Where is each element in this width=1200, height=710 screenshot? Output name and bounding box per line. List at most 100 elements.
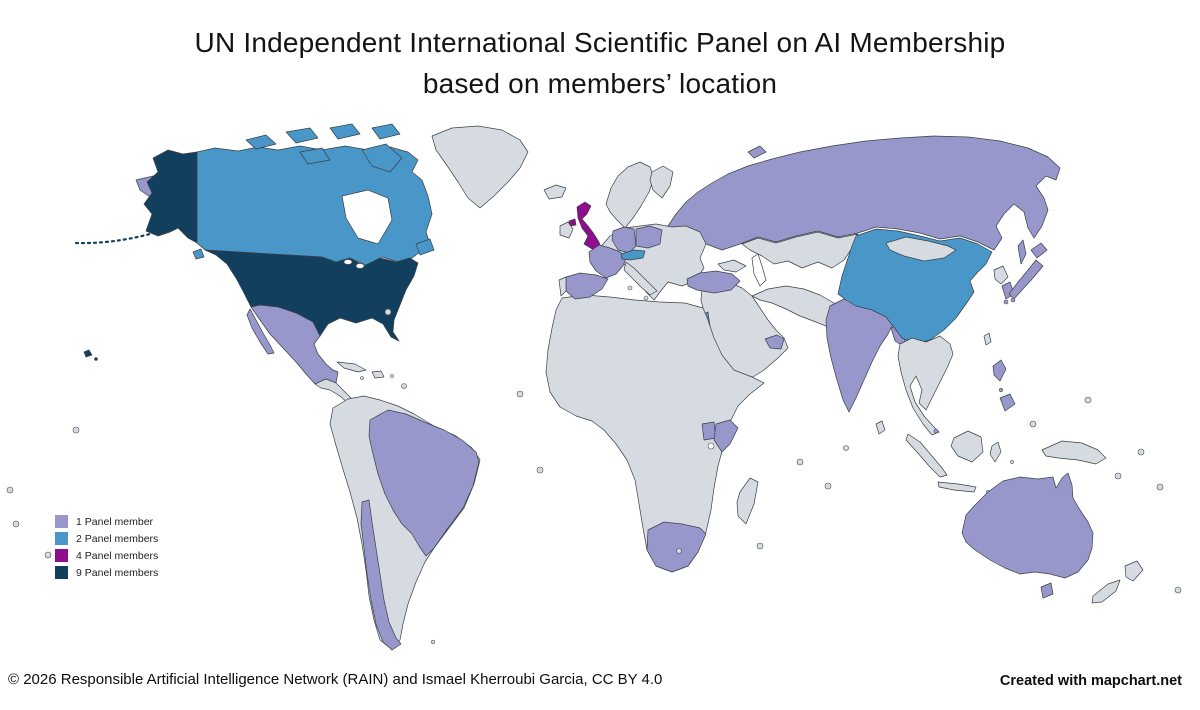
country-portugal — [558, 276, 567, 297]
great-lake-1 — [343, 259, 353, 265]
country-germany — [611, 226, 637, 254]
country-iceland — [543, 184, 567, 200]
title-line-1: UN Independent International Scientific … — [194, 27, 1006, 58]
usa-hawaii-islet — [94, 357, 98, 361]
legend-label-4: 4 Panel members — [76, 549, 159, 562]
newfoundland-island — [415, 238, 435, 256]
moluccas-island — [1010, 460, 1014, 464]
caspian-sea — [751, 253, 767, 287]
legend-item-1-member: 1 Panel member — [55, 515, 158, 528]
country-south-africa — [646, 521, 707, 573]
canada-arctic-island-2 — [285, 127, 319, 144]
falkland-islands — [430, 639, 436, 645]
japan-hokkaido — [1030, 242, 1048, 259]
new-zealand-north-island — [1124, 560, 1144, 582]
map-title: UN Independent International Scientific … — [0, 22, 1200, 104]
country-singapore — [933, 428, 939, 434]
country-sri-lanka — [875, 420, 886, 435]
legend-swatch-4 — [55, 549, 68, 562]
country-austria — [620, 249, 646, 261]
country-mexico — [250, 304, 339, 385]
title-line-2: based on members’ location — [422, 68, 778, 99]
legend-label-9: 9 Panel members — [76, 566, 159, 579]
country-kenya — [713, 419, 739, 453]
usa-alaska — [143, 149, 198, 244]
japan-kyushu — [1003, 299, 1009, 305]
small-nation-circle — [843, 445, 849, 451]
country-india — [825, 298, 894, 413]
great-lake-2 — [355, 263, 365, 269]
country-uganda — [701, 421, 717, 441]
small-nation-circle — [44, 551, 52, 559]
indonesia-sulawesi — [989, 441, 1002, 463]
lake-victoria — [707, 442, 715, 450]
country-papua-new-guinea — [1041, 440, 1107, 465]
indonesia-java — [937, 481, 977, 493]
aleutian-islands — [74, 232, 152, 245]
legend-item-9-members: 9 Panel members — [55, 566, 158, 579]
country-australia — [961, 472, 1094, 579]
usa-hawaii — [83, 349, 93, 358]
small-nation-circle — [796, 458, 804, 466]
attribution-text: © 2026 Responsible Artificial Intelligen… — [8, 671, 663, 688]
small-nation-circle — [516, 390, 524, 398]
small-nation-circle — [384, 308, 392, 316]
region-southeast-asia — [897, 335, 954, 436]
country-finland — [649, 165, 674, 199]
small-nation-circle — [824, 482, 832, 490]
vancouver-island — [192, 248, 205, 260]
small-nation-circle — [1174, 586, 1182, 594]
canada-arctic-island-1 — [245, 134, 277, 150]
mapchart-credit: Created with mapchart.net — [999, 673, 1182, 689]
indonesia-sumatra — [905, 433, 948, 478]
canada-arctic-island-3 — [329, 123, 361, 140]
small-nation-circle — [6, 486, 14, 494]
puerto-rico-island — [390, 374, 394, 378]
country-chile — [360, 499, 402, 651]
small-nation-circle — [1084, 396, 1092, 404]
victoria-island — [299, 147, 331, 165]
legend-label-1: 1 Panel member — [76, 515, 154, 528]
country-italy — [623, 261, 658, 296]
sicily-island — [643, 295, 649, 301]
small-nation-circle — [1114, 472, 1122, 480]
japan-honshu — [1008, 259, 1044, 300]
region-africa-gray — [545, 294, 765, 573]
jamaica-island — [360, 376, 364, 380]
philippines-luzon — [992, 359, 1007, 382]
country-france — [588, 244, 627, 279]
small-nation-circle — [72, 426, 80, 434]
country-russia — [667, 135, 1061, 257]
small-nation-circle — [1156, 483, 1164, 491]
legend-item-2-members: 2 Panel members — [55, 532, 158, 545]
philippines-mindanao — [999, 393, 1016, 412]
small-nation-circle — [536, 466, 544, 474]
country-ireland — [559, 221, 574, 239]
country-spain — [565, 272, 609, 300]
legend-label-2: 2 Panel members — [76, 532, 159, 545]
japan-shikoku — [1010, 297, 1016, 303]
country-poland — [635, 225, 663, 249]
hispaniola-island — [371, 370, 385, 379]
region-caucasus — [717, 259, 747, 273]
indonesia-borneo — [950, 430, 984, 463]
australia-tasmania — [1040, 582, 1054, 599]
sardinia-island — [627, 285, 633, 291]
small-nation-circle — [401, 383, 407, 389]
country-cuba — [336, 361, 367, 373]
country-greenland — [431, 125, 529, 209]
legend-swatch-9 — [55, 566, 68, 579]
small-nation-circle — [1137, 448, 1145, 456]
country-mongolia — [885, 236, 957, 262]
new-zealand-south-island — [1091, 579, 1121, 604]
country-uae — [764, 334, 785, 350]
baffin-island — [361, 143, 403, 173]
country-taiwan — [983, 332, 992, 346]
mexico-baja-california — [246, 308, 275, 355]
small-nation-circle — [756, 542, 764, 550]
small-nation-circle — [12, 520, 20, 528]
country-norway-sweden — [605, 161, 655, 229]
country-turkey — [686, 270, 741, 294]
legend-item-4-members: 4 Panel members — [55, 549, 158, 562]
